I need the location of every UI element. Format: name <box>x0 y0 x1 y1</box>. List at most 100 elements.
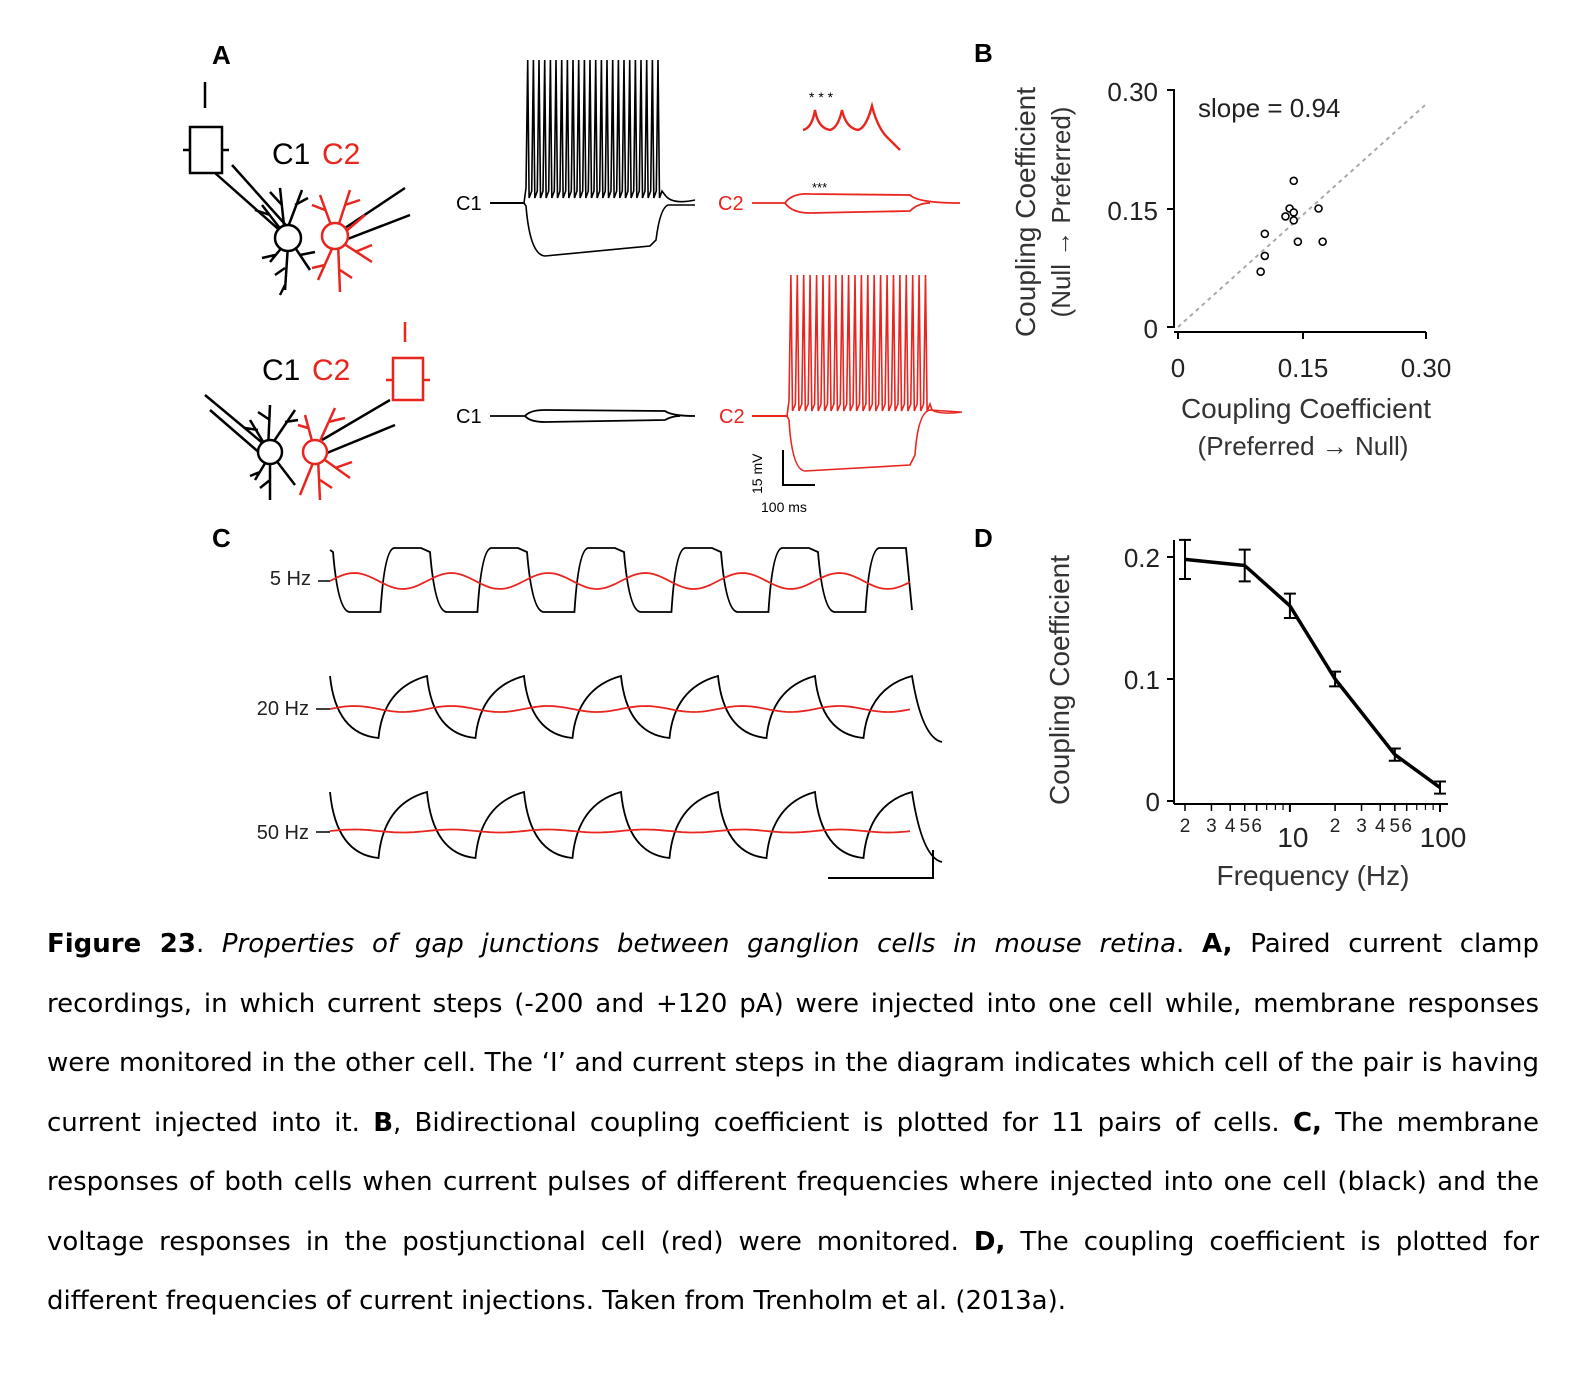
scale-bar-a: 15 mV 100 ms <box>749 450 815 515</box>
bottom-cell-label-c2: C2 <box>312 354 350 387</box>
scatter-point <box>1289 176 1299 186</box>
panel-a-letter: A <box>212 40 231 70</box>
spike-marks-small: *** <box>812 180 827 195</box>
c2-spikelet-inset-trace <box>802 101 901 151</box>
minor-tick-label: 6 <box>1251 816 1262 837</box>
b-unity-diagonal <box>1177 103 1427 328</box>
b-xlabel-sub: (Preferred → Null) <box>1198 431 1409 461</box>
c-row-label-20hz: 20 Hz <box>257 698 309 720</box>
c2-coupled-response-trace <box>752 193 961 214</box>
panel-b-axes <box>1167 89 1427 339</box>
panel-d-letter: D <box>974 523 993 553</box>
minor-tick-label: 5 <box>1239 816 1250 837</box>
b-scatter-points <box>1256 176 1327 277</box>
c-row-label-50hz: 50 Hz <box>257 822 309 844</box>
caption-c-text: The membrane responses of both cells whe… <box>47 1107 1540 1257</box>
scatter-point <box>1256 267 1265 277</box>
scale-voltage-label: 15 mV <box>749 453 765 494</box>
b-xlabel: Coupling Coefficient <box>1181 393 1431 424</box>
scatter-point <box>1289 208 1299 217</box>
minor-tick-label: 4 <box>1225 816 1236 837</box>
current-injector-icon <box>183 82 411 242</box>
c1-spiking-trace <box>523 59 696 204</box>
minor-tick-label: 3 <box>1206 816 1217 837</box>
c-50hz-injected-trace <box>329 790 943 863</box>
panel-b-letter: B <box>974 38 993 68</box>
caption-d-text: The coupling coefficient is plotted for … <box>47 1226 1540 1317</box>
d-frequency-response-line <box>1184 557 1442 790</box>
caption-b-text: , Bidirectional coupling coefficient is … <box>393 1107 1293 1138</box>
minor-tick-label: 4 <box>1375 816 1386 837</box>
caption-d-label: D, <box>973 1226 1006 1257</box>
c1-coupled-response-trace <box>490 409 696 423</box>
c-5hz-postjunctional-trace <box>329 572 911 590</box>
bottom-cell-pair-drawing <box>204 394 396 501</box>
minor-tick-label: 5 <box>1390 816 1401 837</box>
top-cell-label-c2: C2 <box>322 138 360 171</box>
minor-tick-label: 2 <box>1330 816 1341 837</box>
panel-d: D 2 3 4 5 6 2 3 4 5 610 100 0.2 0.1 0 Coupling Coe… <box>974 523 1466 891</box>
caption-c-label: C, <box>1292 1107 1322 1138</box>
scale-bar-c <box>828 850 934 879</box>
trace-label-c1-top: C1 <box>456 193 482 215</box>
figure-panels: A C1 C2 C1 C2 <box>183 38 1466 891</box>
scatter-point <box>1318 237 1327 246</box>
error-bar <box>1388 747 1401 762</box>
d-error-bars <box>1179 538 1446 795</box>
major-tick-label: 100 <box>1420 822 1467 853</box>
c1-hyperpolarized-trace <box>523 202 695 257</box>
caption-b-label: B <box>373 1107 394 1138</box>
c-row-label-5hz: 5 Hz <box>270 568 311 590</box>
scatter-point <box>1260 229 1270 239</box>
c2-hyperpolarized-trace <box>786 409 961 472</box>
caption-figure-label: Figure 23 <box>47 929 196 959</box>
caption-a-text: Paired current clamp recordings, in whic… <box>47 929 1540 1138</box>
minor-tick-label: 6 <box>1401 816 1412 837</box>
trace-label-c2-bottom: C2 <box>719 406 745 428</box>
error-bar <box>1179 538 1191 580</box>
error-bar <box>1434 780 1446 795</box>
minor-tick-label: 2 <box>1180 816 1191 837</box>
b-ytick-030: 0.30 <box>1107 77 1158 107</box>
b-xtick-030: 0.30 <box>1401 353 1452 383</box>
caption-a-label: A, <box>1202 929 1233 959</box>
d-ytick-02: 0.2 <box>1124 543 1160 573</box>
panel-c: C 5 Hz 20 Hz 50 Hz <box>212 523 943 879</box>
error-bar <box>1238 548 1251 583</box>
c-50hz-postjunctional-trace <box>329 828 911 834</box>
d-xaxis-ticks: 2 3 4 5 6 2 3 4 5 610 100 <box>1180 804 1467 853</box>
b-ylabel: Coupling Coefficient <box>1010 87 1041 337</box>
scatter-point <box>1293 237 1303 246</box>
minor-tick-label: 3 <box>1356 816 1367 837</box>
trace-label-c2-top: C2 <box>718 193 744 215</box>
c-20hz-injected-trace <box>329 674 943 743</box>
bottom-cell-label-c1: C1 <box>262 354 300 387</box>
panel-d-axes <box>1167 540 1448 805</box>
caption-title: Properties of gap junctions between gang… <box>221 929 1177 959</box>
b-ylabel-sub: (Null → Preferred) <box>1046 107 1076 318</box>
panel-b: B 0.30 0.15 0 0 0.15 0.30 slope = 0.94 C… <box>974 38 1451 461</box>
error-bar <box>1329 670 1342 688</box>
b-xtick-015: 0.15 <box>1278 353 1329 383</box>
d-ytick-01: 0.1 <box>1124 665 1160 695</box>
current-injector-icon-red <box>386 322 430 402</box>
c-20hz-postjunctional-trace <box>329 705 911 713</box>
figure-caption: Figure 23. Properties of gap junctions b… <box>47 929 1540 1317</box>
error-bar <box>1283 592 1296 619</box>
scatter-point <box>1314 204 1323 213</box>
c-5hz-injected-trace <box>329 547 913 613</box>
scale-time-label: 100 ms <box>761 499 807 515</box>
b-ytick-0: 0 <box>1144 314 1158 344</box>
d-ylabel: Coupling Coefficient <box>1044 555 1075 805</box>
top-cell-pair-drawing <box>254 187 373 296</box>
panel-a: A C1 C2 C1 C2 <box>183 40 963 515</box>
scatter-point <box>1289 216 1299 225</box>
b-annotation-slope: slope = 0.94 <box>1198 93 1340 123</box>
panel-c-letter: C <box>212 523 231 553</box>
b-xtick-0: 0 <box>1171 353 1185 383</box>
spike-marks: * * * <box>809 89 834 105</box>
c2-spiking-trace <box>786 274 963 417</box>
trace-label-c1-bottom: C1 <box>456 406 482 428</box>
scatter-point <box>1281 212 1290 221</box>
d-ytick-0: 0 <box>1146 787 1160 817</box>
